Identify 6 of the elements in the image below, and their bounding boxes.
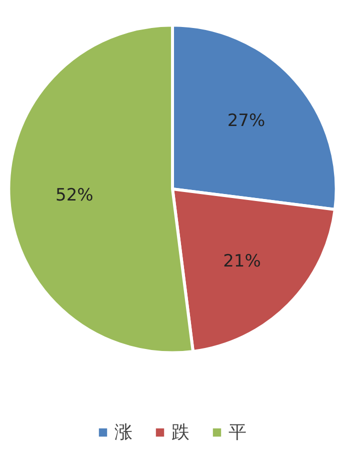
data-label: 52% xyxy=(56,185,94,206)
data-label: 27% xyxy=(227,110,266,131)
legend-label: 跌 xyxy=(172,421,190,444)
legend-label: 涨 xyxy=(114,421,134,444)
data-label: 21% xyxy=(223,252,261,272)
legend-label: 平 xyxy=(228,421,248,444)
